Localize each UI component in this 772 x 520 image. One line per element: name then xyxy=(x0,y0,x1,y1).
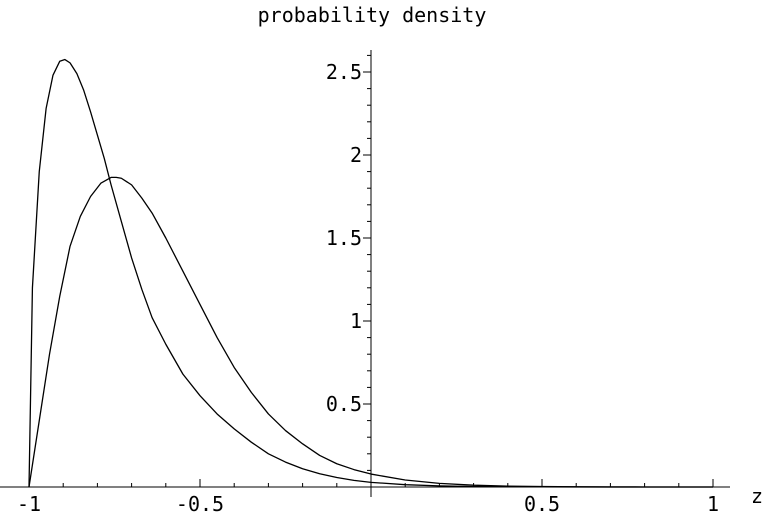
y-tick-label: 2 xyxy=(350,143,362,167)
y-tick-label: 2.5 xyxy=(326,60,362,84)
x-tick-label: 0.5 xyxy=(524,492,560,516)
series-line-2 xyxy=(28,176,714,488)
x-axis-label: z xyxy=(751,484,763,508)
y-tick-label: 0.5 xyxy=(326,392,362,416)
series-line-1 xyxy=(28,58,713,488)
x-tick-label: -0.5 xyxy=(176,492,224,516)
series-layer xyxy=(28,58,714,488)
axes: -1 -0.5 0.5 1 0.5 1 1.5 2 2.5 xyxy=(0,50,730,516)
x-tick-label: 1 xyxy=(707,492,719,516)
y-tick-label: 1.5 xyxy=(326,226,362,250)
x-tick-label: -1 xyxy=(17,492,41,516)
chart-title: probability density xyxy=(258,3,487,27)
y-tick-label: 1 xyxy=(350,309,362,333)
